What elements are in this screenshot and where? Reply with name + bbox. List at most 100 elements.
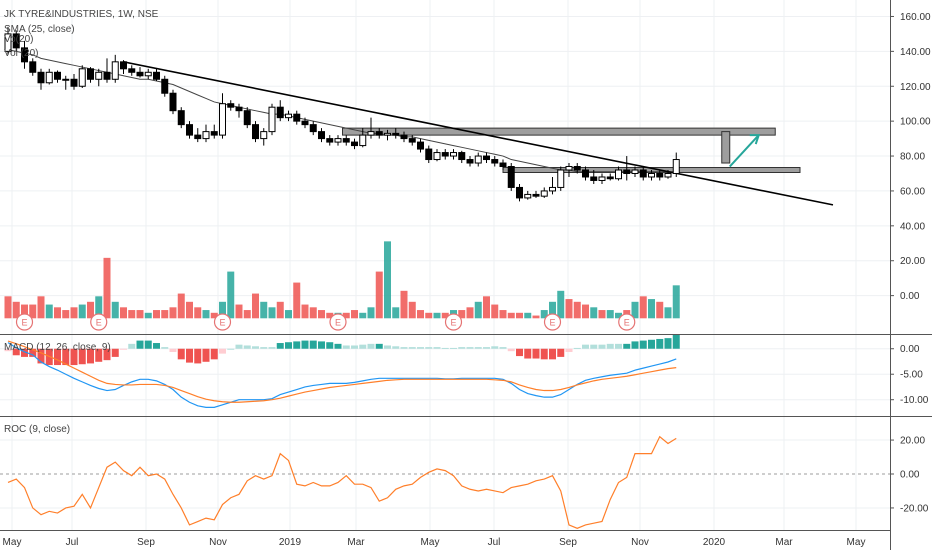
candle-body <box>12 33 20 49</box>
volume-bar <box>326 312 334 319</box>
volume-bar <box>433 312 441 319</box>
volume-bar <box>458 310 466 319</box>
candle-body <box>161 78 169 94</box>
macd-histogram-bar <box>95 348 103 362</box>
volume-bar <box>293 282 301 319</box>
macd-histogram-bar <box>252 346 259 349</box>
macd-histogram-bar <box>169 348 177 353</box>
volume-bar <box>276 301 284 319</box>
candle <box>672 152 680 177</box>
volume-bar <box>227 271 235 319</box>
x-tick-label: Sep <box>559 537 577 548</box>
macd-histogram-bar <box>227 348 235 350</box>
candle-body <box>367 131 375 136</box>
candle <box>243 107 251 129</box>
volume-bar <box>128 310 136 319</box>
macd-histogram-bar <box>639 340 647 349</box>
volume-bar <box>582 304 589 319</box>
candle-body <box>252 124 259 140</box>
volume-bar <box>235 304 243 319</box>
roc-tick-label: -20.00 <box>900 503 929 514</box>
roc-tick-label: 20.00 <box>900 436 925 447</box>
volume-bar <box>169 307 177 319</box>
candle <box>648 170 655 181</box>
candle-body <box>425 148 433 161</box>
projection-arrow-head <box>749 134 761 145</box>
earnings-marker-label: E <box>624 318 630 328</box>
volume-bar <box>441 312 449 319</box>
candle-body <box>474 155 482 164</box>
candle-body <box>111 61 119 80</box>
candle <box>169 89 177 115</box>
macd-histogram-bar <box>441 347 449 349</box>
volume-bar <box>37 296 45 319</box>
price-tick-label: 160.00 <box>900 12 931 23</box>
volume-bar <box>54 307 61 319</box>
candle-body <box>590 176 598 181</box>
candle-body <box>458 152 466 161</box>
volume-bar <box>318 310 325 319</box>
volume-bar <box>417 310 424 319</box>
macd-histogram-bar <box>648 339 655 349</box>
volume-bar <box>186 301 193 319</box>
volume-bar <box>474 301 482 319</box>
candle <box>227 100 235 111</box>
candle <box>631 166 639 177</box>
volume-bar <box>87 301 94 319</box>
x-tick-label: May <box>421 537 440 548</box>
candle <box>252 121 259 143</box>
axes: May Jul Sep Nov 2019 Mar May Jul Sep Nov 2020 Mar Ma… <box>3 12 931 548</box>
earnings-marker-label: E <box>450 318 456 328</box>
candle <box>491 156 499 167</box>
volume-bar <box>177 293 185 319</box>
candle <box>45 68 53 85</box>
volume-bar <box>615 312 622 319</box>
volume-bar <box>260 301 268 319</box>
candle-body <box>235 106 243 112</box>
candle <box>326 135 334 146</box>
symbol-legend: JK TYRE&INDUSTRIES, 1W, NSE <box>4 9 159 20</box>
volume-bar <box>144 312 152 319</box>
candle <box>260 128 268 146</box>
macd-line <box>7 342 677 408</box>
macd-histogram-bar <box>516 348 523 357</box>
macd-tick-label: -10.00 <box>900 395 929 406</box>
volume-bar <box>103 257 111 319</box>
macd-histogram-bar <box>466 347 474 349</box>
volume-bar <box>565 299 573 319</box>
volume-bar <box>392 307 400 319</box>
candle <box>318 128 325 143</box>
candle-body <box>260 131 268 140</box>
macd-histogram-bar <box>21 348 28 357</box>
volume-bar <box>12 301 20 319</box>
macd-histogram-bar <box>425 347 433 349</box>
macd-histogram-bar <box>582 344 589 349</box>
macd-histogram-bar <box>161 347 169 349</box>
volume-bar <box>219 301 226 319</box>
projection-arrow <box>729 134 760 168</box>
macd-histogram-bar <box>342 345 350 349</box>
volume-bar <box>425 312 433 319</box>
price-tick-label: 20.00 <box>900 256 925 267</box>
price-tick-label: 120.00 <box>900 82 931 93</box>
macd-histogram-bar <box>458 347 466 349</box>
candle-body <box>177 110 185 126</box>
candle-body <box>639 169 647 178</box>
candle <box>458 150 466 164</box>
candle-body <box>565 166 573 171</box>
x-tick-label: Nov <box>209 537 227 548</box>
volume-bar <box>598 310 606 319</box>
candle-body <box>433 152 441 161</box>
candle <box>219 93 226 139</box>
volume-bar <box>359 312 367 319</box>
price-tick-label: 80.00 <box>900 152 925 163</box>
candle <box>516 183 523 202</box>
macd-histogram-bar <box>499 347 507 349</box>
macd-tick-label: -5.00 <box>900 370 923 381</box>
volume-bar <box>29 304 37 319</box>
macd-pane <box>4 334 680 408</box>
macd-histogram-bar <box>186 348 193 363</box>
roc-pane <box>7 435 677 529</box>
earnings-marker <box>618 313 636 331</box>
